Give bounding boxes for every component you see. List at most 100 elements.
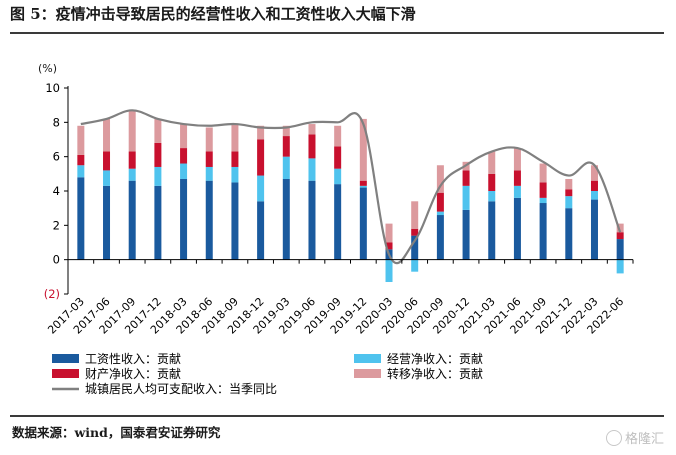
bar-s1-2021-09: [539, 197, 547, 204]
bar-s0-2022-06: [616, 239, 624, 260]
bar-s3-2019-06: [308, 124, 316, 135]
bar-s3-2018-03: [180, 124, 188, 149]
bar-s3-2017-09: [128, 110, 136, 152]
y-tick-label: 4: [53, 184, 60, 198]
bar-s2-2020-06: [411, 228, 419, 236]
bar-s3-2017-03: [77, 125, 85, 155]
bar-s2-2022-03: [590, 180, 598, 191]
bar-s1-2019-09: [334, 168, 342, 185]
bar-s1-2019-03: [282, 156, 290, 179]
source-note: 数据来源：wind，国泰君安证券研究: [12, 425, 221, 440]
bar-s0-2019-03: [282, 178, 290, 260]
bar-s0-2020-12: [462, 209, 470, 260]
bar-s0-2021-06: [513, 197, 521, 260]
y-tick-label: 2: [53, 218, 60, 232]
watermark-text: 格隆汇: [624, 432, 664, 447]
bar-s1-2018-12: [257, 175, 265, 202]
bar-s3-2021-12: [565, 178, 573, 190]
bar-s2-2021-03: [488, 173, 496, 191]
bar-s2-2018-03: [180, 148, 188, 164]
bar-s3-2017-12: [154, 118, 162, 143]
bar-s2-2019-09: [334, 146, 342, 169]
bar-s2-2017-03: [77, 154, 85, 166]
bar-s2-2020-09: [436, 192, 444, 212]
bar-s2-2019-06: [308, 134, 316, 159]
bar-s1-2022-06: [616, 259, 624, 274]
bar-s0-2017-03: [77, 177, 85, 260]
watermark: 格隆汇: [605, 428, 664, 447]
bar-s2-2018-06: [205, 151, 213, 167]
bar-s3-2019-12: [359, 118, 367, 181]
bar-s3-2020-09: [436, 165, 444, 193]
bar-s0-2019-06: [308, 180, 316, 260]
series-line-0: [80, 109, 622, 265]
bar-s0-2021-09: [539, 203, 547, 260]
bar-s0-2017-06: [103, 185, 111, 260]
legend-swatch-3: [354, 369, 381, 378]
bar-s2-2022-06: [616, 232, 624, 240]
bar-s1-2017-09: [128, 168, 136, 181]
bar-s2-2021-06: [513, 170, 521, 186]
bar-s0-2021-12: [565, 208, 573, 260]
bar-s3-2019-03: [282, 125, 290, 137]
bar-s1-2019-06: [308, 158, 316, 181]
y-tick-label: 6: [53, 150, 60, 164]
bar-s0-2019-12: [359, 187, 367, 260]
bar-s1-2020-12: [462, 185, 470, 210]
bar-s1-2021-06: [513, 185, 521, 198]
source-rule: [10, 415, 664, 417]
bar-s3-2018-12: [257, 125, 265, 140]
bar-s0-2022-03: [590, 199, 598, 260]
legend-label-3: 转移净收入：贡献: [387, 366, 483, 381]
legend-swatch-0: [52, 354, 79, 363]
bar-s3-2021-03: [488, 151, 496, 174]
bar-s3-2018-09: [231, 124, 239, 152]
line-layer: [80, 109, 622, 265]
bar-s1-2021-12: [565, 196, 573, 209]
bar-s0-2020-06: [411, 235, 419, 260]
bar-s1-2018-03: [180, 163, 188, 179]
bar-s3-2021-09: [539, 163, 547, 183]
bar-s0-2021-03: [488, 201, 496, 260]
bar-s3-2017-06: [103, 118, 111, 152]
figure-title: 图 5：疫情冲击导致居民的经营性收入和工资性收入大幅下滑: [10, 5, 416, 23]
bar-s2-2018-09: [231, 151, 239, 167]
title-rule: [10, 32, 664, 34]
y-tick-label: (2): [44, 287, 60, 301]
legend-swatch-2: [52, 369, 79, 378]
bar-s0-2018-09: [231, 182, 239, 260]
legend-label-0: 工资性收入：贡献: [85, 351, 181, 366]
legend-label-2: 财产净收入：贡献: [85, 366, 181, 381]
bar-s2-2020-12: [462, 170, 470, 186]
bar-s1-2017-12: [154, 166, 162, 186]
bar-s3-2022-03: [590, 165, 598, 181]
bar-s3-2018-06: [205, 127, 213, 152]
legend-label-1: 经营净收入：贡献: [387, 351, 483, 366]
bar-s1-2019-12: [359, 185, 367, 188]
bar-s2-2019-12: [359, 180, 367, 186]
bar-s2-2018-12: [257, 139, 265, 176]
bar-s0-2018-06: [205, 180, 213, 260]
bar-s1-2018-06: [205, 166, 213, 181]
bar-s2-2020-03: [385, 242, 393, 250]
bar-s2-2021-12: [565, 189, 573, 197]
legend-label-4: 城镇居民人均可支配收入：当季同比: [85, 382, 277, 396]
watermark-logo-icon: [605, 430, 622, 446]
bar-s0-2020-09: [436, 215, 444, 260]
bar-s3-2020-06: [411, 201, 419, 229]
bar-s3-2019-09: [334, 125, 342, 147]
bar-s1-2018-09: [231, 166, 239, 183]
bar-s1-2017-03: [77, 165, 85, 178]
bar-s0-2017-12: [154, 185, 162, 260]
bar-s2-2021-09: [539, 182, 547, 198]
bar-s2-2017-12: [154, 142, 162, 167]
bar-s1-2017-06: [103, 170, 111, 186]
bar-s0-2018-12: [257, 201, 265, 260]
bars-layer: [77, 110, 624, 282]
bar-s1-2020-06: [411, 259, 419, 272]
bar-s0-2018-03: [180, 178, 188, 260]
bar-s3-2021-06: [513, 148, 521, 171]
bar-s1-2020-09: [436, 211, 444, 216]
